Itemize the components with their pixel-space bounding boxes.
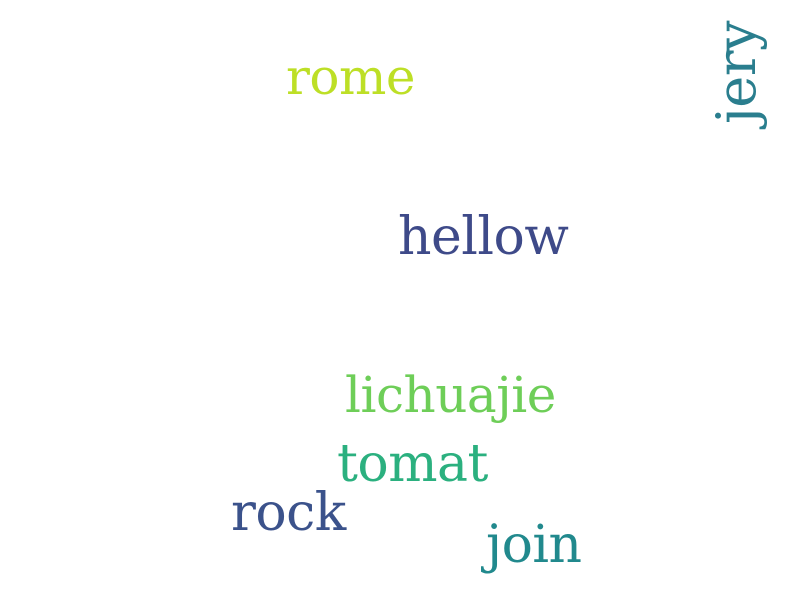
word-lichuajie: lichuajie	[345, 366, 556, 424]
word-jery: jery	[705, 20, 768, 124]
word-tomat: tomat	[337, 434, 488, 494]
word-join: join	[486, 515, 582, 575]
word-rome: rome	[286, 48, 416, 106]
word-rock: rock	[231, 483, 346, 543]
word-hellow: hellow	[398, 207, 569, 267]
